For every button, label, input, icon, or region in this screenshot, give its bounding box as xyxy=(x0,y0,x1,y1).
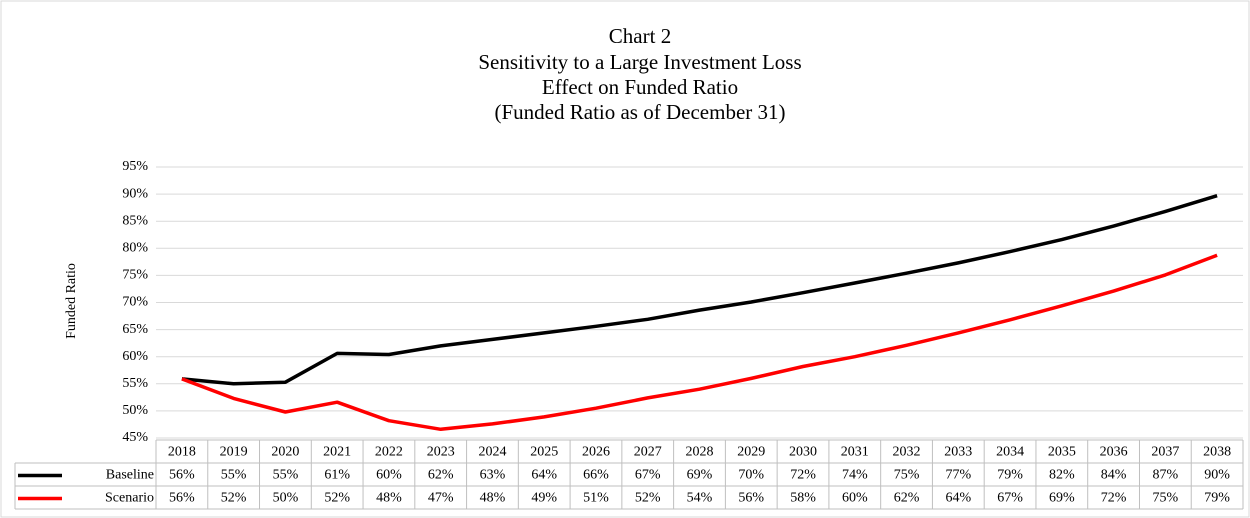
data-label: 82% xyxy=(1049,468,1075,483)
data-label: 52% xyxy=(324,491,350,506)
data-label: 58% xyxy=(790,491,816,506)
y-tick-label: 85% xyxy=(122,213,148,228)
x-tick-label: 2034 xyxy=(996,445,1024,460)
data-label: 72% xyxy=(790,468,816,483)
y-tick-label: 95% xyxy=(122,159,148,174)
x-tick-label: 2023 xyxy=(427,445,455,460)
data-label: 62% xyxy=(894,491,920,506)
x-tick-label: 2025 xyxy=(530,445,558,460)
data-label: 64% xyxy=(531,468,557,483)
y-tick-label: 45% xyxy=(122,430,148,445)
x-tick-label: 2019 xyxy=(220,445,248,460)
data-label: 52% xyxy=(635,491,661,506)
data-label: 77% xyxy=(945,468,971,483)
data-label: 66% xyxy=(583,468,609,483)
data-label: 51% xyxy=(583,491,609,506)
data-label: 49% xyxy=(531,491,557,506)
data-label: 79% xyxy=(997,468,1023,483)
data-label: 54% xyxy=(687,491,713,506)
x-tick-label: 2036 xyxy=(1100,445,1128,460)
data-label: 48% xyxy=(480,491,506,506)
x-tick-label: 2024 xyxy=(478,445,506,460)
data-label: 75% xyxy=(1153,491,1179,506)
data-label: 61% xyxy=(324,468,350,483)
x-tick-label: 2021 xyxy=(323,445,351,460)
x-tick-label: 2028 xyxy=(686,445,714,460)
x-tick-label: 2030 xyxy=(789,445,817,460)
data-label: 84% xyxy=(1101,468,1127,483)
data-label: 64% xyxy=(945,491,971,506)
legend-label: Baseline xyxy=(106,468,154,483)
data-label: 55% xyxy=(273,468,299,483)
data-label: 60% xyxy=(376,468,402,483)
data-line xyxy=(181,194,1218,386)
data-label: 69% xyxy=(687,468,713,483)
y-tick-label: 70% xyxy=(122,295,148,310)
y-tick-label: 65% xyxy=(122,322,148,337)
y-tick-label: 90% xyxy=(122,186,148,201)
chart-title: Effect on Funded Ratio xyxy=(542,75,738,99)
y-tick-label: 75% xyxy=(122,268,148,283)
y-tick-label: 55% xyxy=(122,376,148,391)
data-label: 79% xyxy=(1204,491,1230,506)
chart-title: Chart 2 xyxy=(609,24,671,48)
y-axis-label: Funded Ratio xyxy=(64,263,79,339)
x-tick-label: 2032 xyxy=(893,445,921,460)
y-tick-label: 50% xyxy=(122,403,148,418)
x-tick-label: 2022 xyxy=(375,445,403,460)
data-label: 48% xyxy=(376,491,402,506)
x-tick-label: 2029 xyxy=(737,445,765,460)
data-label: 56% xyxy=(169,491,195,506)
x-tick-label: 2038 xyxy=(1203,445,1231,460)
legend-label: Scenario xyxy=(105,491,154,506)
data-label: 74% xyxy=(842,468,868,483)
data-label: 70% xyxy=(738,468,764,483)
data-label: 60% xyxy=(842,491,868,506)
x-tick-label: 2037 xyxy=(1151,445,1179,460)
data-label: 87% xyxy=(1153,468,1179,483)
x-tick-label: 2031 xyxy=(841,445,869,460)
x-tick-label: 2027 xyxy=(634,445,662,460)
chart-title: Sensitivity to a Large Investment Loss xyxy=(478,50,801,74)
x-tick-label: 2035 xyxy=(1048,445,1076,460)
x-tick-label: 2020 xyxy=(271,445,299,460)
data-label: 69% xyxy=(1049,491,1075,506)
data-label: 56% xyxy=(738,491,764,506)
data-label: 72% xyxy=(1101,491,1127,506)
data-label: 63% xyxy=(480,468,506,483)
data-label: 67% xyxy=(635,468,661,483)
x-tick-label: 2018 xyxy=(168,445,196,460)
data-label: 62% xyxy=(428,468,454,483)
x-tick-label: 2026 xyxy=(582,445,610,460)
data-label: 90% xyxy=(1204,468,1230,483)
y-tick-label: 80% xyxy=(122,241,148,256)
chart-title: (Funded Ratio as of December 31) xyxy=(495,100,786,124)
data-label: 67% xyxy=(997,491,1023,506)
data-label: 55% xyxy=(221,468,247,483)
data-label: 52% xyxy=(221,491,247,506)
x-tick-label: 2033 xyxy=(944,445,972,460)
y-tick-label: 60% xyxy=(122,349,148,364)
data-label: 56% xyxy=(169,468,195,483)
data-label: 50% xyxy=(273,491,299,506)
data-label: 75% xyxy=(894,468,920,483)
data-label: 47% xyxy=(428,491,454,506)
data-line xyxy=(181,253,1218,432)
